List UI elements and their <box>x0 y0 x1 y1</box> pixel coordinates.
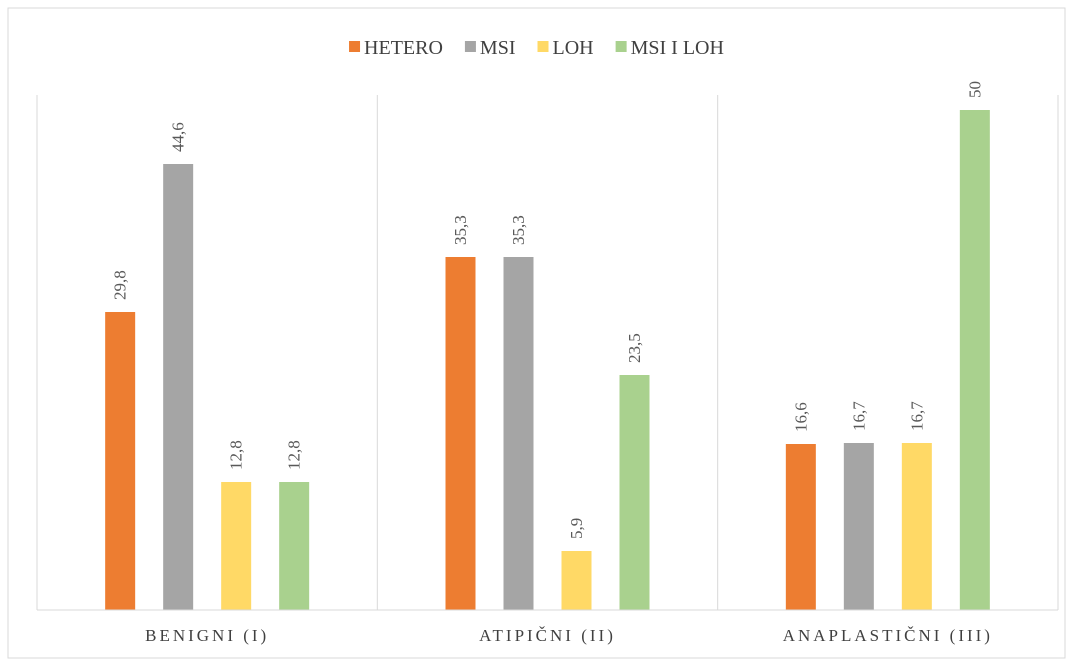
data-label-loh-atipicni-ii: 5,9 <box>567 518 586 539</box>
bar-msi-i-loh-benigni-i <box>279 482 310 610</box>
bar-loh-anaplasticni-iii <box>901 443 932 610</box>
bar-msi-atipicni-ii <box>503 257 534 610</box>
data-label-msi-atipicni-ii: 35,3 <box>509 215 528 245</box>
legend-label-hetero: HETERO <box>364 37 443 59</box>
data-label-msi-benigni-i: 44,6 <box>169 122 188 152</box>
tick-label-atipicni-ii: ATIPIČNI (II) <box>479 626 616 645</box>
bar-msi-i-loh-atipicni-ii <box>619 375 650 610</box>
data-label-loh-benigni-i: 12,8 <box>227 440 246 470</box>
category-dividers <box>36 95 1059 610</box>
legend-label-msi: MSI <box>480 37 516 59</box>
bar-hetero-benigni-i <box>105 312 136 610</box>
bar-hetero-atipicni-ii <box>445 257 476 610</box>
legend-swatch-loh <box>537 41 549 52</box>
legend-label-msi-i-loh: MSI I LOH <box>631 37 724 59</box>
legend-swatch-msi-i-loh <box>615 41 627 52</box>
bar-msi-benigni-i <box>163 164 194 610</box>
bar-hetero-anaplasticni-iii <box>785 444 816 610</box>
bar-msi-anaplasticni-iii <box>843 443 874 610</box>
legend-swatch-hetero <box>349 41 361 52</box>
legend-swatch-msi <box>464 41 476 52</box>
data-label-loh-anaplasticni-iii: 16,7 <box>907 401 926 431</box>
data-label-hetero-atipicni-ii: 35,3 <box>451 215 470 245</box>
bars <box>105 110 990 610</box>
bar-loh-atipicni-ii <box>561 551 592 610</box>
legend-label-loh: LOH <box>553 37 594 59</box>
data-label-msi-i-loh-anaplasticni-iii: 50 <box>965 81 984 98</box>
data-labels: 29,8 44,6 12,8 12,8 35,3 35,3 5,9 23,5 16,6 16,7 1… <box>111 81 985 539</box>
tick-label-benigni-i: BENIGNI (I) <box>145 626 269 645</box>
data-label-hetero-anaplasticni-iii: 16,6 <box>791 402 810 432</box>
legend: HETERO MSI LOH MSI I LOH <box>349 37 724 59</box>
x-axis-tick-labels: BENIGNI (I) ATIPIČNI (II) ANAPLASTIČNI (II… <box>145 626 993 645</box>
data-label-hetero-benigni-i: 29,8 <box>111 270 130 300</box>
data-label-msi-i-loh-benigni-i: 12,8 <box>285 440 304 470</box>
tick-label-anaplasticni-iii: ANAPLASTIČNI (III) <box>783 626 993 645</box>
data-label-msi-i-loh-atipicni-ii: 23,5 <box>625 333 644 363</box>
data-label-msi-anaplasticni-iii: 16,7 <box>849 401 868 431</box>
bar-msi-i-loh-anaplasticni-iii <box>959 110 990 610</box>
bar-loh-benigni-i <box>221 482 252 610</box>
